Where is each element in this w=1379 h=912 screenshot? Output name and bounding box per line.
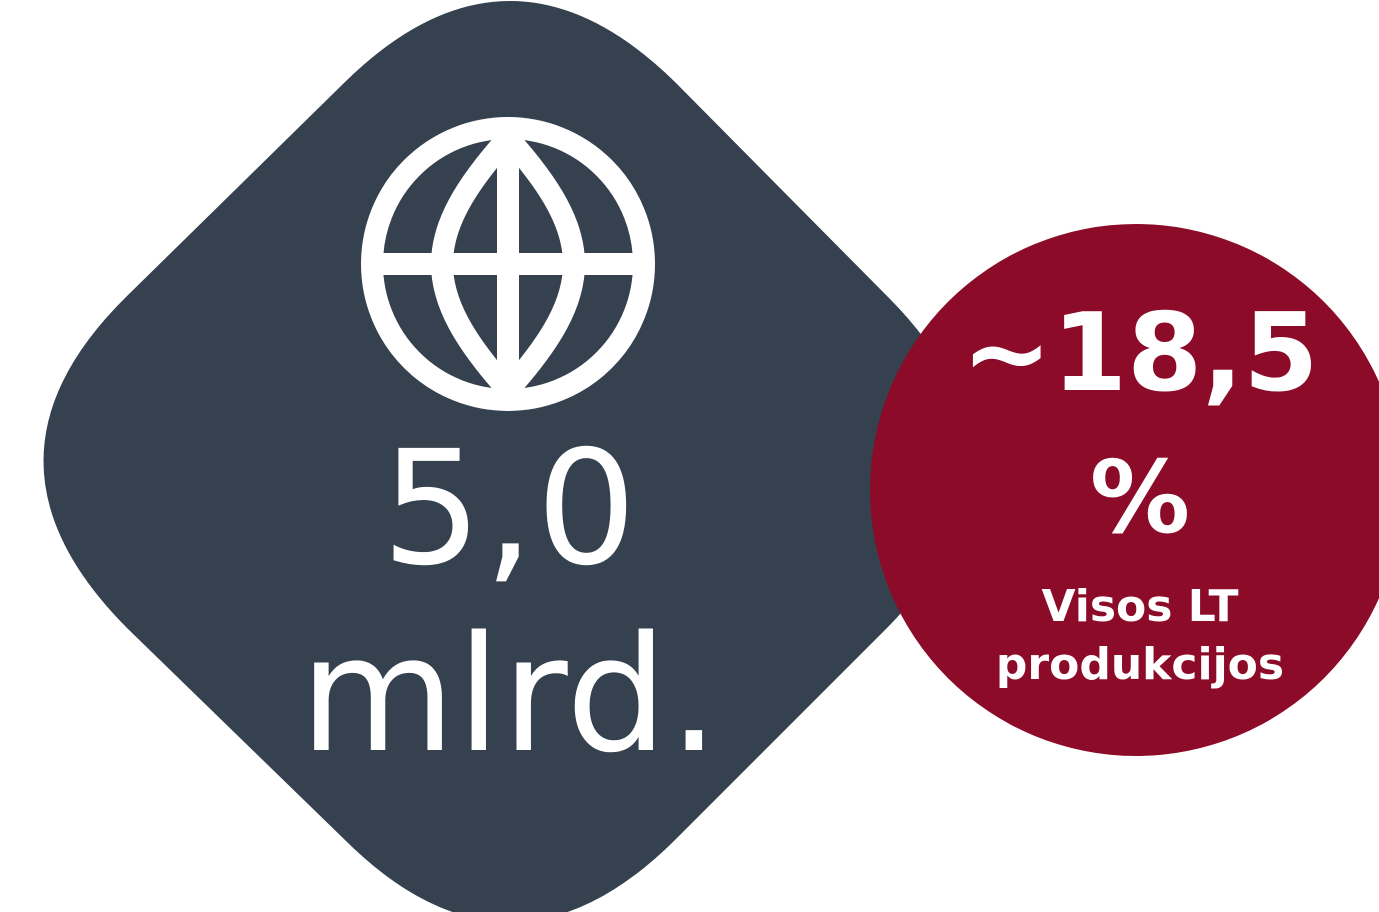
badge-caption-line1: Visos LT — [1041, 581, 1239, 632]
badge-value: ~18,5 — [961, 291, 1319, 416]
badge-caption-line2: produkcijos — [995, 639, 1285, 690]
badge-percent-sign: % — [1089, 439, 1191, 556]
globe-icon — [361, 117, 655, 411]
share-badge — [870, 224, 1379, 756]
stat-unit: mlrd. — [299, 601, 721, 788]
stat-diamond — [43, 1, 970, 912]
stat-value: 5,0 — [381, 417, 639, 601]
badge-caption: Visos LT produkcijos — [930, 578, 1350, 694]
